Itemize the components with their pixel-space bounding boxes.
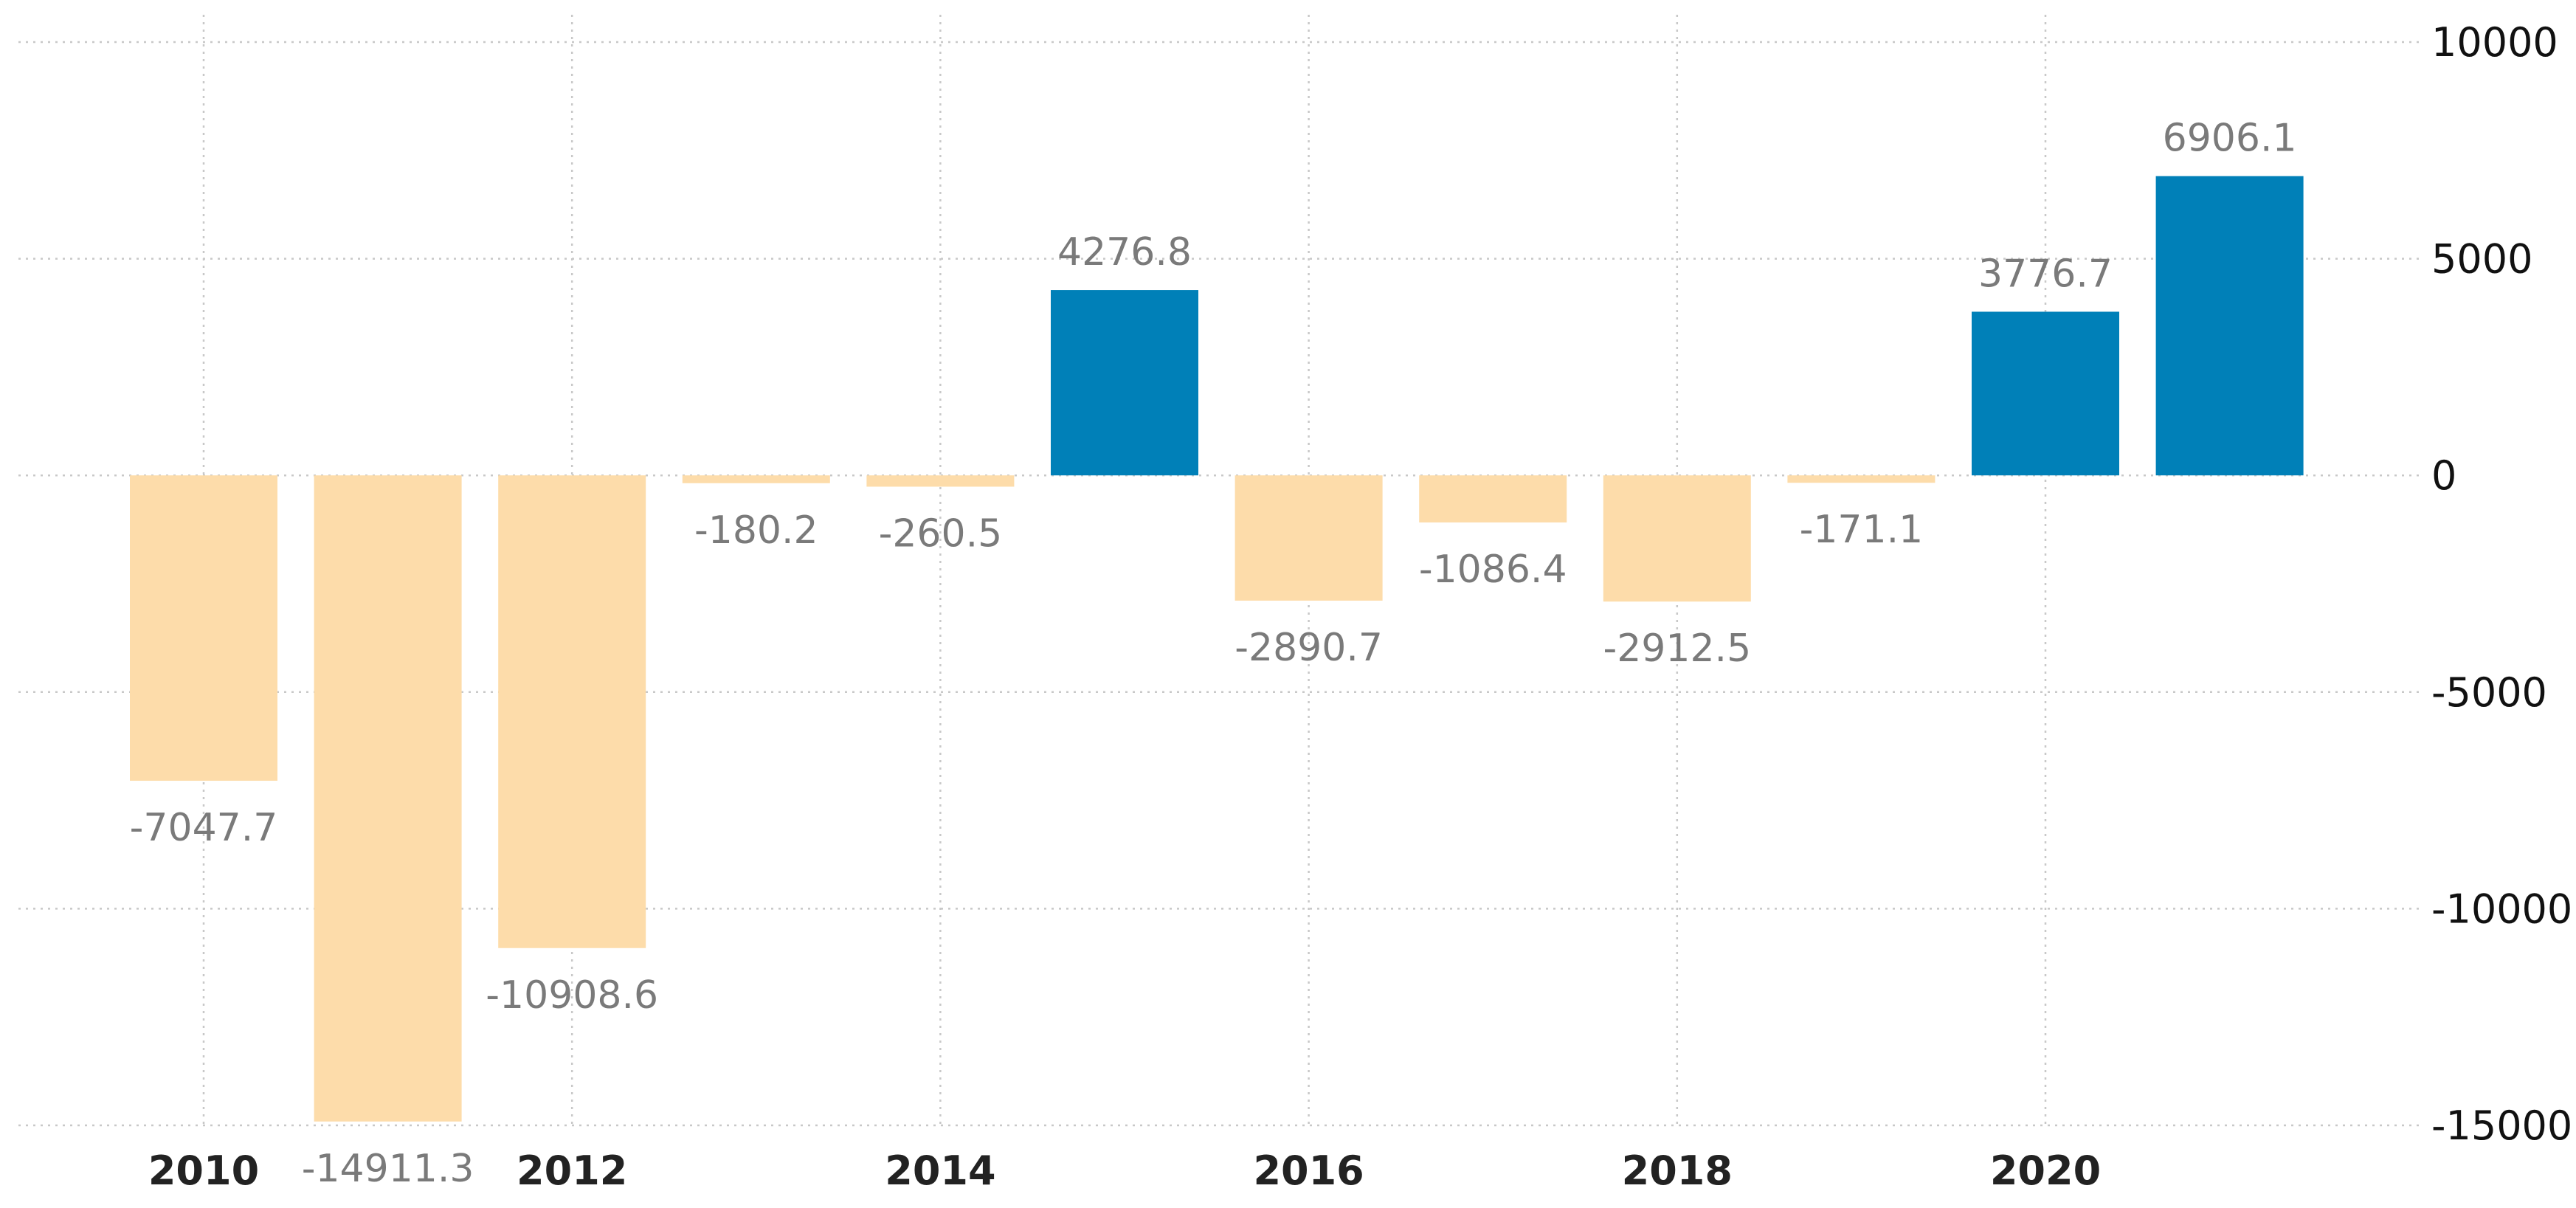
y-axis: 10000 5000 0 -5000 -10000 -15000 — [2431, 19, 2572, 1149]
y-tick-label: 5000 — [2431, 236, 2532, 283]
x-tick-label: 2018 — [1622, 1147, 1733, 1194]
data-label-2020: 3776.7 — [1978, 252, 2113, 296]
bar-2015 — [1051, 290, 1198, 476]
bar-2013 — [682, 475, 830, 483]
y-tick-label: 0 — [2431, 452, 2456, 499]
x-tick-label: 2020 — [1990, 1147, 2101, 1194]
data-label-2021: 6906.1 — [2163, 117, 2297, 161]
data-label-2016: -2890.7 — [1235, 626, 1383, 670]
y-tick-label: -5000 — [2431, 669, 2547, 716]
bar-layer — [130, 176, 2304, 1122]
bar-2020 — [1972, 311, 2119, 476]
bar-2014 — [866, 475, 1015, 487]
y-tick-label: 10000 — [2431, 19, 2558, 66]
bar-2021 — [2155, 176, 2304, 476]
bar-2010 — [130, 475, 277, 781]
bar-2019 — [1787, 475, 1936, 483]
data-label-2019: -171.1 — [1800, 508, 1924, 552]
bar-2012 — [498, 475, 646, 948]
x-tick-label: 2010 — [148, 1147, 259, 1194]
data-label-layer: -7047.7 -14911.3 -10908.6 -180.2 -260.5 4276.… — [130, 117, 2297, 1191]
bar-2016 — [1235, 475, 1383, 601]
data-label-2011: -14911.3 — [302, 1147, 474, 1191]
data-label-2010: -7047.7 — [130, 806, 278, 850]
x-tick-label: 2016 — [1253, 1147, 1364, 1194]
x-tick-label: 2012 — [517, 1147, 627, 1194]
bar-2018 — [1603, 475, 1751, 602]
x-axis: 2010 2012 2014 2016 2018 2020 — [148, 1147, 2101, 1194]
data-label-2014: -260.5 — [879, 511, 1003, 556]
y-tick-label: -10000 — [2431, 886, 2572, 932]
data-label-2013: -180.2 — [694, 508, 818, 553]
data-label-2017: -1086.4 — [1419, 548, 1567, 592]
data-label-2015: 4276.8 — [1057, 230, 1192, 275]
bar-2011 — [314, 475, 462, 1122]
data-label-2012: -10908.6 — [486, 973, 658, 1018]
bar-2017 — [1419, 475, 1567, 522]
data-label-2018: -2912.5 — [1603, 627, 1751, 671]
x-tick-label: 2014 — [885, 1147, 995, 1194]
y-tick-label: -15000 — [2431, 1102, 2572, 1149]
